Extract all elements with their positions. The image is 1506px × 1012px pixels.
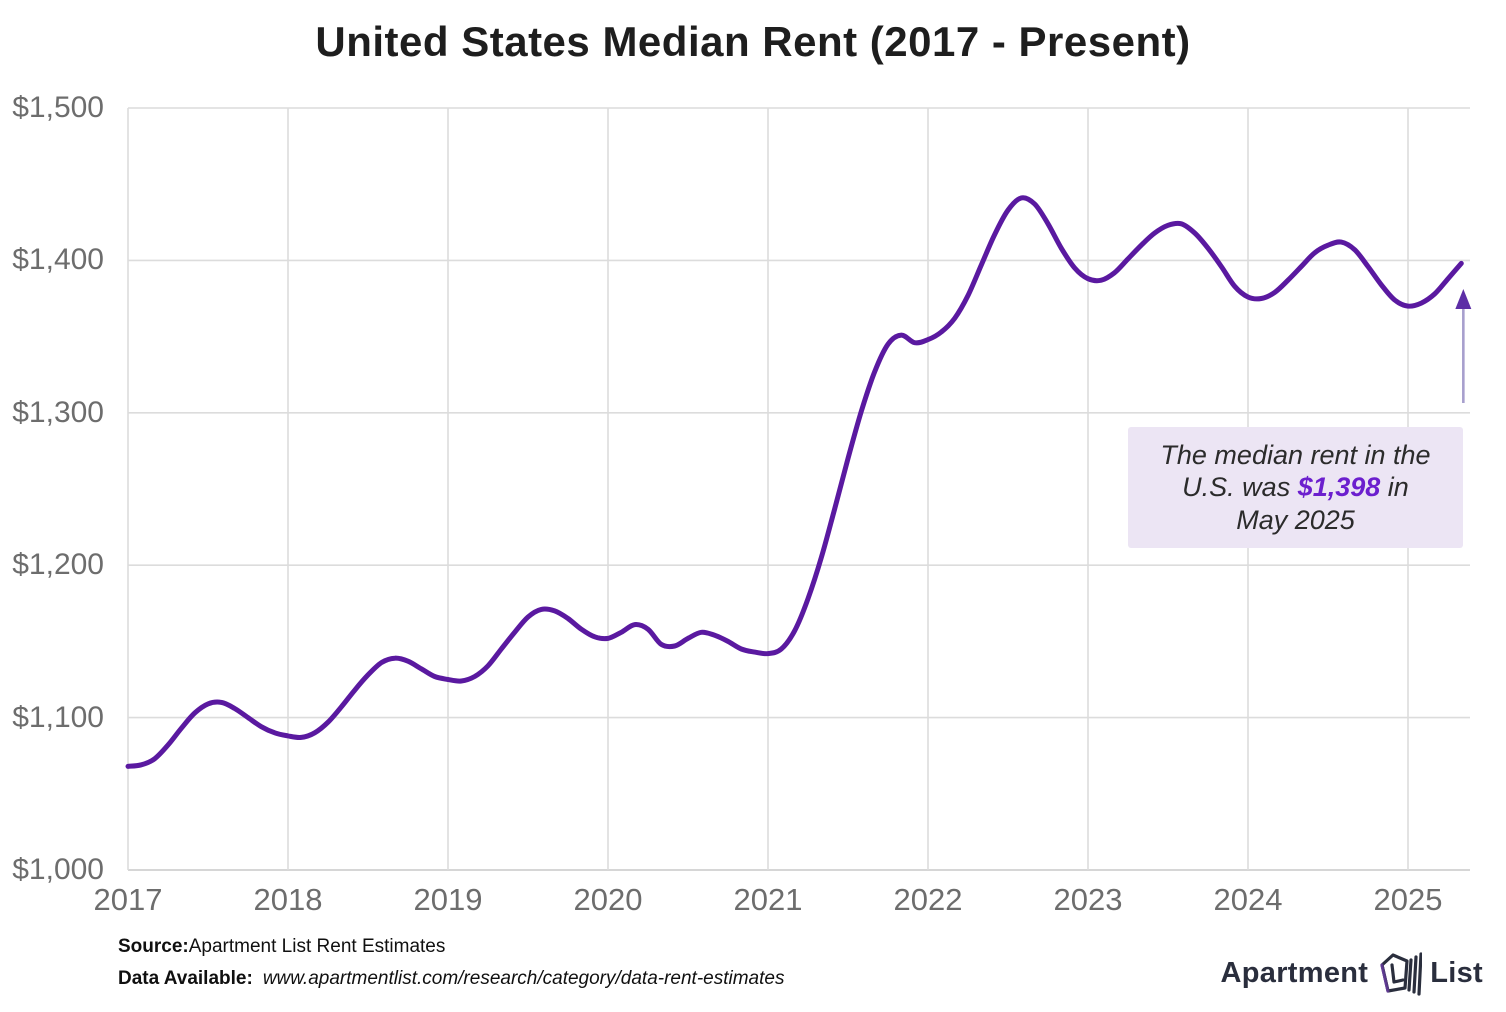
x-tick-label: 2017 — [93, 882, 163, 917]
annotation-line2: U.S. was $1,398 in — [1182, 472, 1409, 503]
footer-notes: Source:Apartment List Rent Estimates Dat… — [118, 931, 784, 996]
logo-word-list: List — [1430, 956, 1483, 989]
x-tick-label: 2022 — [893, 882, 963, 917]
data-available-label: Data Available: — [118, 968, 253, 990]
y-tick-label: $1,500 — [12, 91, 104, 124]
chart-title: United States Median Rent (2017 - Presen… — [315, 18, 1191, 65]
data-available-url: www.apartmentlist.com/research/category/… — [262, 968, 785, 990]
x-tick-label: 2025 — [1373, 882, 1443, 917]
y-tick-label: $1,200 — [12, 548, 104, 582]
annotation-line3: May 2025 — [1236, 504, 1355, 535]
source-value: Apartment List Rent Estimates — [188, 936, 446, 957]
x-tick-label: 2023 — [1053, 882, 1123, 917]
data-available-line: Data Available: www.apartmentlist.com/res… — [118, 963, 784, 995]
y-tick-label: $1,000 — [12, 853, 104, 886]
x-tick-label: 2018 — [253, 882, 323, 917]
annotation-value: $1,398 — [1297, 472, 1381, 503]
apartment-list-house-icon — [1380, 952, 1423, 996]
x-tick-label: 2021 — [733, 882, 803, 917]
y-tick-label: $1,300 — [12, 395, 104, 429]
logo-word-apartment: Apartment — [1220, 956, 1369, 989]
y-tick-label: $1,400 — [12, 243, 104, 277]
median-rent-line — [125, 195, 1464, 769]
y-tick-label: $1,100 — [12, 700, 104, 734]
source-line: Source:Apartment List Rent Estimates — [118, 931, 784, 963]
source-label: Source: — [118, 936, 189, 957]
annotation-callout: The median rent in the U.S. was $1,398 i… — [1128, 427, 1463, 548]
x-tick-label: 2024 — [1213, 882, 1283, 917]
x-tick-label: 2019 — [413, 882, 483, 917]
x-tick-label: 2020 — [573, 882, 643, 917]
apartment-list-logo: Apartment List — [1221, 950, 1483, 996]
latest-value-arrow-head — [1455, 289, 1472, 309]
annotation-line1: The median rent in the — [1160, 439, 1431, 470]
